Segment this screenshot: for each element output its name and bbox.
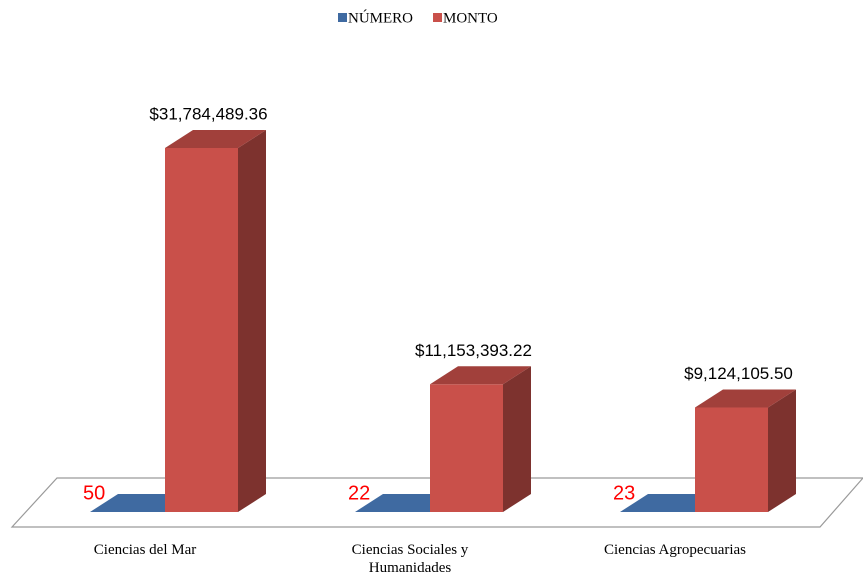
bar (165, 130, 266, 512)
legend-swatch (338, 13, 347, 22)
legend-label: NÚMERO (348, 9, 413, 26)
x-tick-label: Ciencias del Mar (93, 542, 197, 558)
bar-front (165, 148, 238, 512)
bar-side (503, 366, 531, 512)
bar-top (165, 130, 266, 148)
bar-top (695, 389, 796, 408)
data-label: 23 (613, 482, 635, 504)
bar-top (430, 366, 531, 385)
legend-swatch (433, 13, 443, 22)
x-tick-label: Ciencias Agropecuarias (603, 542, 747, 558)
bar-side (238, 130, 266, 512)
data-label: 50 (83, 482, 105, 504)
data-label: $31,784,489.36 (149, 104, 267, 123)
bar-front (695, 407, 768, 512)
bar-side (768, 389, 796, 512)
data-label: 22 (348, 482, 370, 504)
data-label: $9,124,105.50 (684, 364, 793, 383)
data-label: $11,153,393.22 (415, 341, 532, 360)
bar-front (430, 384, 503, 512)
bar (430, 366, 531, 512)
x-tick-label: Ciencias Sociales y Humanidades (351, 542, 469, 576)
legend-label: MONTO (443, 10, 498, 26)
bar (695, 389, 796, 512)
